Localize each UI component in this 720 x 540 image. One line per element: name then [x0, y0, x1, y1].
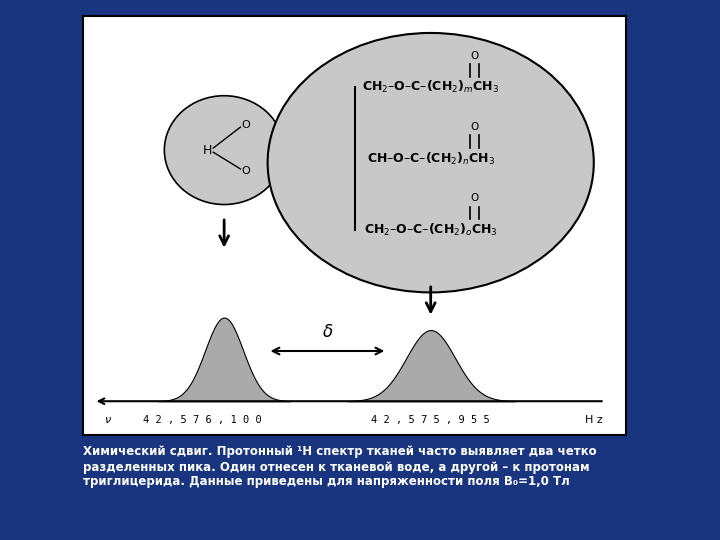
Text: O: O — [241, 120, 251, 130]
Text: CH–O–C–(CH$_2$)$_n$CH$_3$: CH–O–C–(CH$_2$)$_n$CH$_3$ — [366, 151, 495, 166]
Text: O: O — [241, 166, 251, 176]
Text: O: O — [470, 51, 478, 61]
Text: O: O — [470, 122, 478, 132]
Text: H z: H z — [585, 415, 603, 425]
Text: H: H — [203, 144, 212, 157]
Text: 4 2 , 5 7 6 , 1 0 0: 4 2 , 5 7 6 , 1 0 0 — [143, 415, 262, 425]
Text: Химический сдвиг. Протонный ¹H спектр тканей часто выявляет два четко
разделенны: Химический сдвиг. Протонный ¹H спектр тк… — [83, 446, 596, 489]
Text: CH$_2$–O–C–(CH$_2$)$_m$CH$_3$: CH$_2$–O–C–(CH$_2$)$_m$CH$_3$ — [362, 79, 499, 96]
Ellipse shape — [164, 96, 284, 205]
Text: CH$_2$–O–C–(CH$_2$)$_o$CH$_3$: CH$_2$–O–C–(CH$_2$)$_o$CH$_3$ — [364, 221, 498, 238]
Ellipse shape — [268, 33, 594, 293]
Text: δ: δ — [323, 322, 333, 341]
Text: ν: ν — [104, 415, 111, 425]
Text: 4 2 , 5 7 5 , 9 5 5: 4 2 , 5 7 5 , 9 5 5 — [372, 415, 490, 425]
Text: O: O — [470, 193, 478, 203]
